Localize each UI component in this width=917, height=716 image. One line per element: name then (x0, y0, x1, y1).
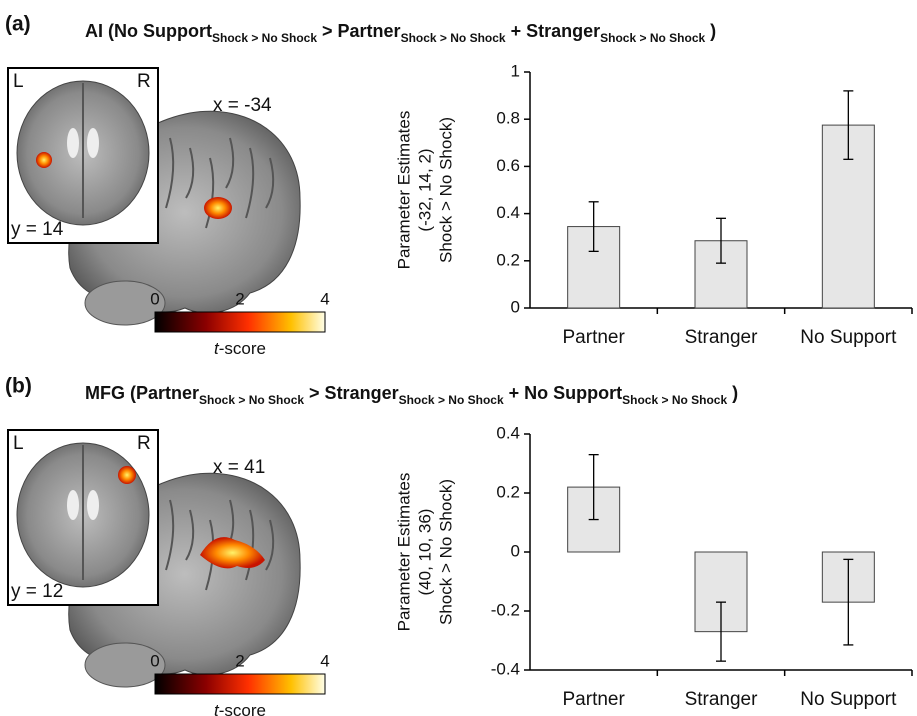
colorbar-tick-label: 4 (320, 289, 329, 308)
panel-label: (a) (5, 13, 31, 36)
slice-y: y = 14 (11, 219, 64, 240)
chart-title: MFG (PartnerShock > No Shock > StrangerS… (85, 383, 738, 407)
title-part: ) (705, 21, 716, 41)
x-tick-label: Partner (563, 689, 626, 710)
y-tick-label: 0.6 (496, 156, 520, 175)
slice-x: x = 41 (213, 457, 265, 478)
hemisphere-left: L (13, 433, 24, 454)
y-tick-label: -0.2 (491, 600, 520, 619)
brain-images: L Ry = 12 x = 41 0 2 4 t-score (8, 430, 330, 716)
slice-x: x = -34 (213, 95, 272, 116)
colorbar-label-part: -score (219, 339, 266, 358)
y-axis-label: Parameter Estimates (394, 473, 413, 632)
y-tick-label: 0.4 (496, 203, 520, 222)
title-part: Shock > No Shock (600, 31, 705, 45)
title-part: AI (No Support (85, 21, 212, 41)
y-tick-label: -0.4 (491, 659, 520, 678)
y-tick-label: 1 (511, 61, 520, 80)
y-axis-label: (-32, 14, 2) (415, 148, 434, 231)
colorbar-tick-label: 2 (235, 651, 244, 670)
y-tick-label: 0 (511, 541, 520, 560)
colorbar (155, 312, 325, 332)
y-axis-label: Shock > No Shock) (436, 117, 455, 263)
y-axis-label: Parameter Estimates (394, 111, 413, 270)
x-tick-label: No Support (800, 689, 897, 710)
title-part: ) (727, 383, 738, 403)
hemisphere-right: R (137, 71, 151, 92)
ventricle (67, 128, 79, 158)
ventricle (87, 490, 99, 520)
colorbar-label-part: -score (219, 701, 266, 716)
figure: (a)AI (No SupportShock > No Shock > Part… (0, 0, 917, 716)
brain-images: L Ry = 14 x = -34 0 2 4 t-score (8, 68, 330, 358)
ventricle (67, 490, 79, 520)
hemisphere-left: L (13, 71, 24, 92)
activation (118, 466, 136, 484)
colorbar-tick-label: 4 (320, 651, 329, 670)
colorbar (155, 674, 325, 694)
colorbar-label: t-score (214, 339, 266, 358)
slice-y: y = 12 (11, 581, 63, 602)
colorbar-label: t-score (214, 701, 266, 716)
title-part: Shock > No Shock (622, 393, 727, 407)
y-axis-label: (40, 10, 36) (415, 509, 434, 596)
title-part: Shock > No Shock (401, 31, 506, 45)
hemisphere-right: R (137, 433, 151, 454)
title-part: Shock > No Shock (399, 393, 504, 407)
colorbar-tick-label: 0 (150, 651, 159, 670)
colorbar-tick-label: 2 (235, 289, 244, 308)
y-tick-label: 0.2 (496, 250, 520, 269)
x-tick-label: Stranger (685, 327, 759, 348)
panel-label: (b) (5, 375, 32, 398)
y-tick-label: 0.2 (496, 482, 520, 501)
y-axis-label: Shock > No Shock) (436, 479, 455, 625)
title-part: > Stranger (304, 383, 399, 403)
x-tick-label: No Support (800, 327, 897, 348)
y-tick-label: 0 (511, 297, 520, 316)
title-part: + Stranger (506, 21, 601, 41)
y-tick-label: 0.8 (496, 109, 520, 128)
title-part: > Partner (317, 21, 401, 41)
activation (204, 197, 232, 219)
ventricle (87, 128, 99, 158)
x-tick-label: Stranger (685, 689, 759, 710)
chart-title: AI (No SupportShock > No Shock > Partner… (85, 21, 716, 45)
title-part: Shock > No Shock (199, 393, 304, 407)
x-tick-label: Partner (563, 327, 626, 348)
title-part: MFG (Partner (85, 383, 199, 403)
y-tick-label: 0.4 (496, 423, 520, 442)
activation (36, 152, 52, 168)
title-part: + No Support (504, 383, 623, 403)
title-part: Shock > No Shock (212, 31, 317, 45)
colorbar-tick-label: 0 (150, 289, 159, 308)
